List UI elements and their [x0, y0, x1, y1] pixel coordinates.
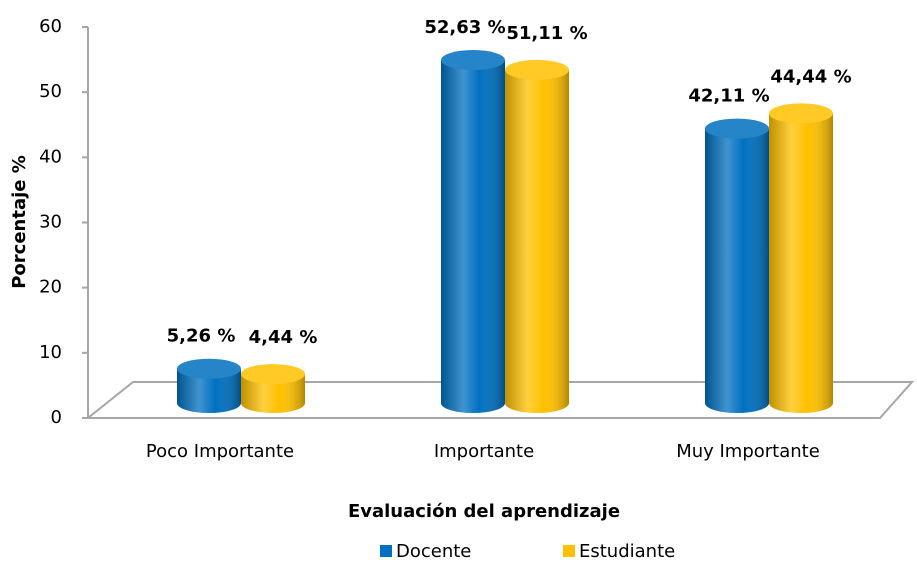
legend-label: Docente: [396, 541, 471, 562]
bar-top-shine: [769, 103, 833, 124]
bar-top-shine: [241, 364, 305, 385]
bar-shade: [505, 69, 569, 413]
value-label: 4,44 %: [249, 327, 318, 348]
x-tick-label: Importante: [434, 441, 534, 462]
y-tick-label: 60: [39, 16, 62, 37]
legend-swatch: [563, 545, 575, 557]
bar-top: [769, 103, 833, 124]
bar-top: [177, 358, 241, 379]
value-label: 42,11 %: [688, 86, 769, 107]
x-tick-label: Poco Importante: [146, 441, 294, 462]
bar-top: [505, 59, 569, 80]
floor: [85, 381, 915, 419]
legend-swatch: [380, 545, 392, 557]
bar-shade: [705, 128, 769, 413]
y-tick-label: 30: [39, 212, 62, 233]
bar-top-shine: [505, 59, 569, 80]
y-tick-label: 0: [51, 407, 62, 428]
bar-top: [241, 364, 305, 385]
value-label: 44,44 %: [770, 66, 851, 87]
x-tick-label: Muy Importante: [676, 441, 820, 462]
bar-shade: [441, 60, 505, 413]
bar-top-shine: [177, 358, 241, 379]
bar-shade: [177, 368, 241, 413]
y-axis-label: Porcentaje %: [9, 155, 30, 289]
bar-top: [705, 118, 769, 139]
y-tick-label: 40: [39, 146, 62, 167]
x-axis-label: Evaluación del aprendizaje: [348, 501, 620, 522]
y-tick-label: 50: [39, 81, 62, 102]
bar-top-shine: [705, 118, 769, 139]
y-tick-label: 20: [39, 277, 62, 298]
y-tick-label: 10: [39, 342, 62, 363]
bar-top-shine: [441, 50, 505, 71]
value-label: 5,26 %: [167, 326, 236, 347]
bar-shade: [769, 113, 833, 414]
value-label: 51,11 %: [506, 23, 587, 44]
bar-shade: [241, 374, 305, 413]
legend-label: Estudiante: [579, 541, 675, 562]
value-label: 52,63 %: [424, 17, 505, 38]
bar-top: [441, 50, 505, 71]
